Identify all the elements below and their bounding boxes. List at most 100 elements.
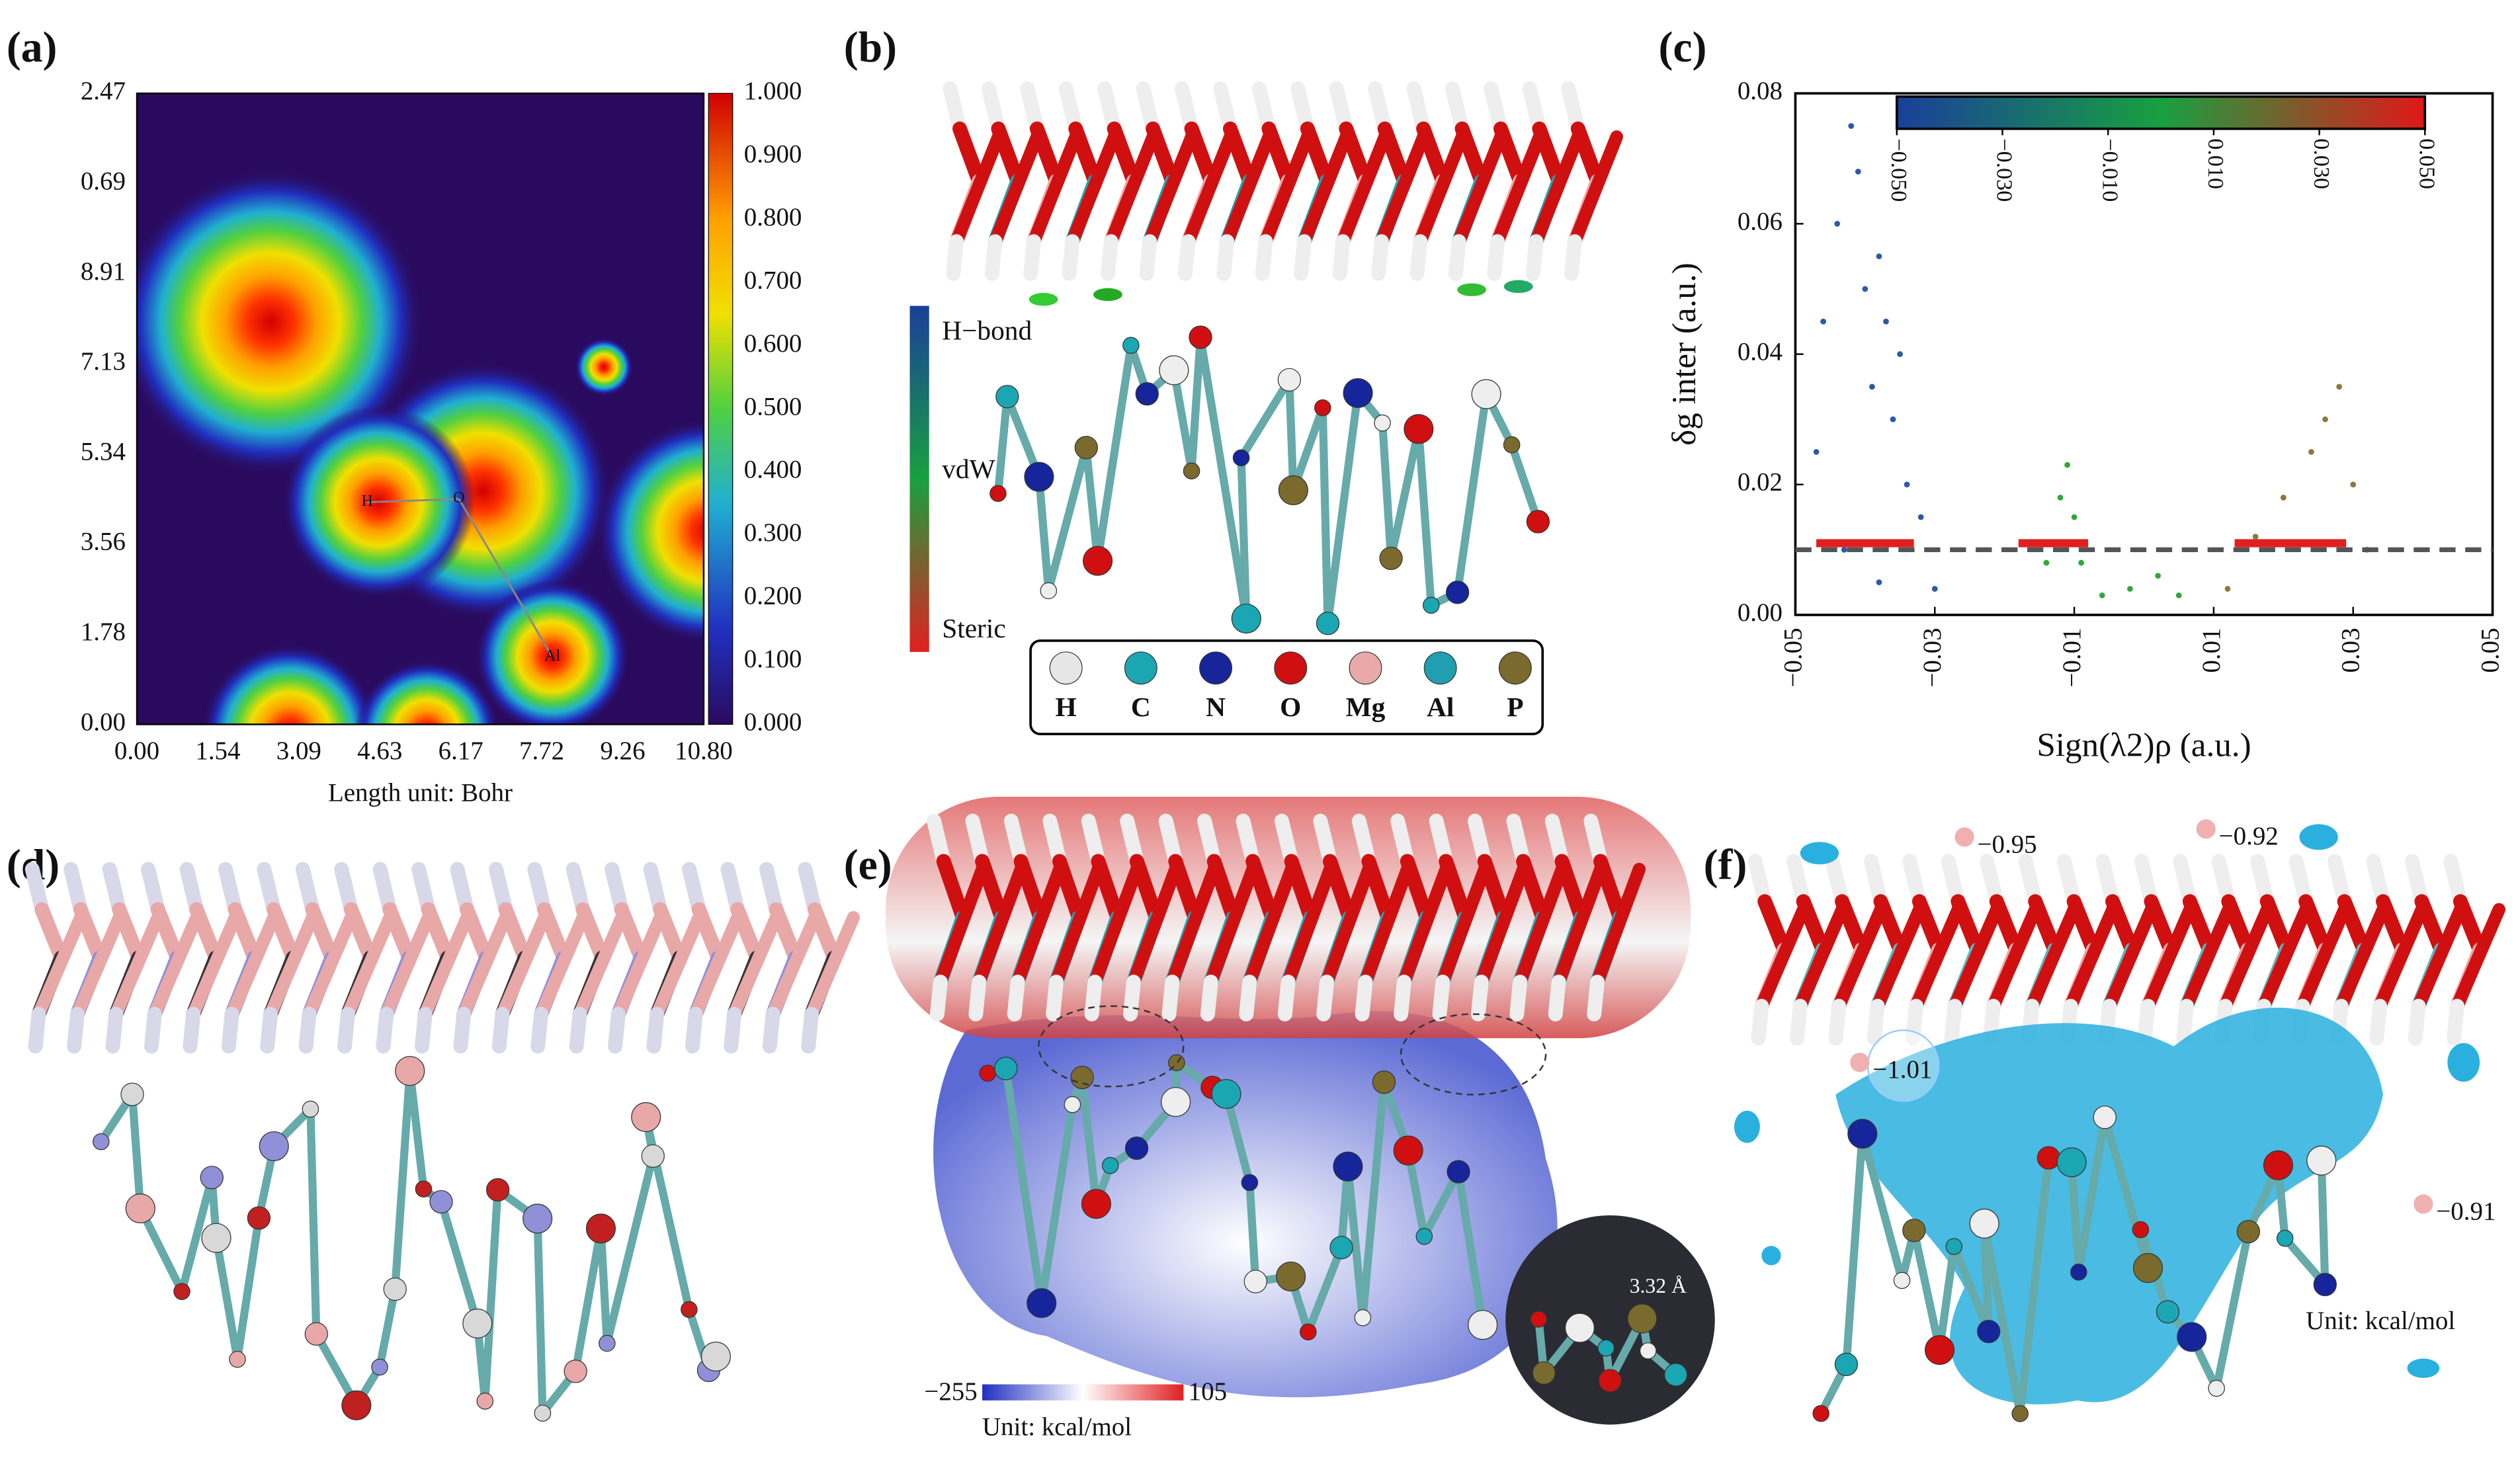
distance-label: 3.32 Å xyxy=(1630,1274,1687,1297)
bond xyxy=(1413,130,1469,248)
bond xyxy=(2369,998,2388,1046)
slab xyxy=(943,81,1623,281)
iso-blob xyxy=(1734,1110,1760,1143)
atom xyxy=(1183,462,1200,480)
legend-label: H xyxy=(1056,692,1077,722)
bond xyxy=(1091,854,1125,925)
nci-surface xyxy=(1503,280,1533,294)
atom xyxy=(1379,546,1403,570)
atom xyxy=(1393,1135,1423,1166)
molecule xyxy=(1530,1303,1688,1393)
scatter-point xyxy=(2322,416,2328,423)
y-tick-label: 8.91 xyxy=(81,257,126,286)
panel-label: (b) xyxy=(844,23,897,71)
colorbar-tick-label: −0.010 xyxy=(2097,138,2122,202)
stick xyxy=(128,1094,145,1209)
legend-swatch xyxy=(1124,651,1157,685)
bond xyxy=(495,911,551,1021)
colorbar-tick-label: −255 xyxy=(924,1377,977,1406)
atom xyxy=(1598,1369,1622,1393)
atom xyxy=(1329,1236,1353,1260)
bond xyxy=(148,911,203,1021)
bond xyxy=(1336,130,1392,248)
bond xyxy=(1027,130,1082,248)
bond xyxy=(2373,903,2429,1013)
bond xyxy=(419,911,474,1021)
bond xyxy=(225,911,280,1021)
bond xyxy=(1568,130,1623,248)
atom xyxy=(1374,414,1391,432)
atom xyxy=(1314,399,1331,417)
density-blob xyxy=(201,643,378,725)
bond xyxy=(2453,894,2488,957)
atom xyxy=(341,1390,372,1420)
bond xyxy=(936,854,970,925)
bond xyxy=(2103,903,2158,1013)
bond xyxy=(2025,903,2081,1013)
bond xyxy=(380,911,435,1021)
bond xyxy=(1129,854,1163,925)
bond xyxy=(2182,894,2217,957)
x-tick-label: 0.00 xyxy=(114,737,159,765)
atom xyxy=(1415,1228,1433,1245)
legend-swatch xyxy=(1049,651,1083,685)
bond xyxy=(150,902,185,965)
plot-frame xyxy=(1794,92,2494,616)
stick xyxy=(1414,428,1435,606)
scatter-point xyxy=(1848,123,1855,129)
y-tick-label: 1.78 xyxy=(81,618,126,646)
atom xyxy=(1468,1310,1498,1340)
molecule xyxy=(1812,1106,2337,1422)
bond xyxy=(1339,121,1373,188)
stick xyxy=(1237,458,1251,619)
bond xyxy=(105,1006,124,1054)
scatter-point xyxy=(2252,534,2259,540)
bond xyxy=(112,902,146,965)
y-tick-label: 0.00 xyxy=(81,708,126,736)
colorbar-tick-label: 0.400 xyxy=(744,456,802,484)
bond xyxy=(646,1006,665,1054)
bond xyxy=(460,902,494,965)
x-tick-label: 7.72 xyxy=(519,737,564,765)
x-tick-label: 9.26 xyxy=(600,737,645,765)
scatter-point xyxy=(2336,384,2343,390)
atom xyxy=(1189,325,1212,349)
bond xyxy=(1029,121,1064,188)
inset xyxy=(1505,1215,1715,1425)
y-tick-label: 0.69 xyxy=(81,167,126,195)
atom xyxy=(1945,1238,1963,1255)
bond xyxy=(1906,998,1923,1046)
nci-surface xyxy=(1457,283,1487,296)
bond xyxy=(2221,894,2255,957)
bond xyxy=(1944,998,1962,1046)
bond xyxy=(1161,975,1180,1022)
atom xyxy=(641,1144,665,1168)
colorbar-tick-label: 0.050 xyxy=(2414,138,2439,189)
bond xyxy=(1828,998,1847,1046)
x-tick-label: 0.05 xyxy=(2476,628,2504,672)
bond xyxy=(1529,130,1585,248)
bond xyxy=(1023,234,1041,281)
bond xyxy=(28,1006,46,1054)
bond xyxy=(1755,903,1810,1013)
colorbar xyxy=(708,93,734,725)
contact-marker xyxy=(1400,1013,1547,1096)
scatter-point xyxy=(1904,481,1910,488)
stick xyxy=(1196,337,1251,620)
bond xyxy=(2176,998,2194,1046)
bond xyxy=(1123,975,1141,1022)
bond xyxy=(2141,903,2197,1013)
scatter-point xyxy=(2057,495,2064,501)
y-tick-label: 0.00 xyxy=(1738,598,1783,627)
bond xyxy=(536,902,571,965)
bond xyxy=(2412,903,2467,1013)
bond xyxy=(573,911,628,1021)
bond xyxy=(612,911,667,1021)
bond xyxy=(1452,130,1507,248)
contact-marker xyxy=(1038,1005,1185,1088)
bond xyxy=(689,911,744,1021)
bond xyxy=(457,911,513,1021)
panel-label: (e) xyxy=(844,841,892,889)
atom xyxy=(585,1213,616,1244)
atom xyxy=(1101,1156,1119,1174)
